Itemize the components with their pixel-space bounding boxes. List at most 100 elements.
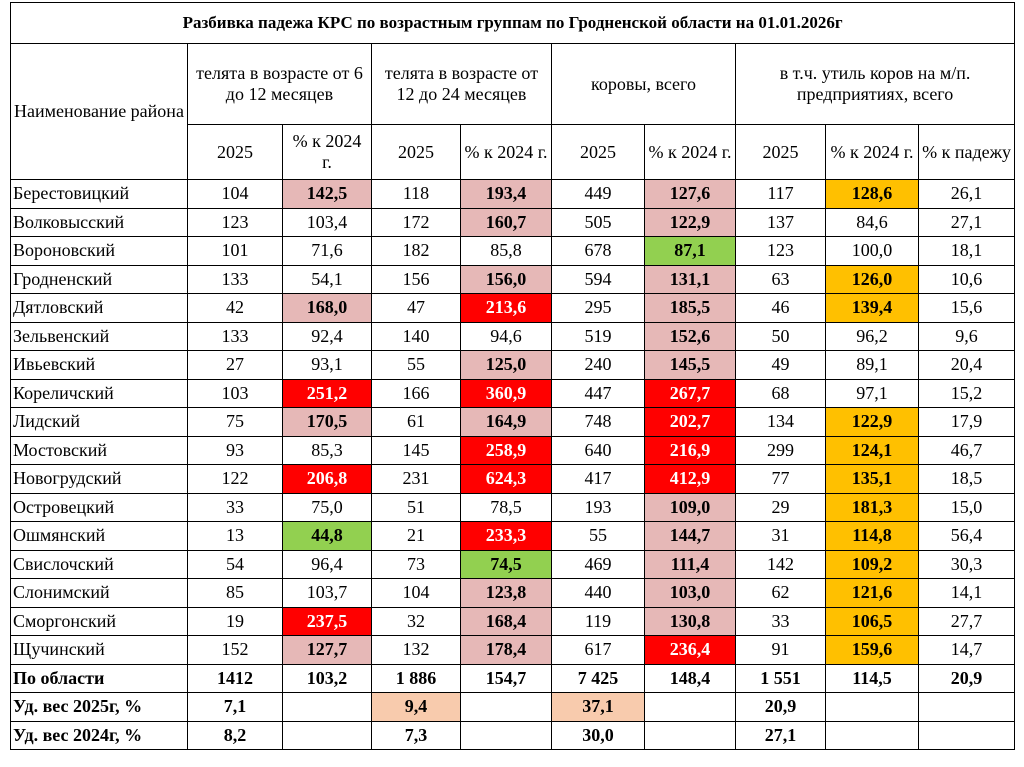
cell: 233,3: [460, 521, 552, 551]
cell: 75: [187, 407, 283, 437]
cell: 30,0: [551, 720, 645, 750]
cell: 17,9: [917, 407, 1016, 437]
cell: 68: [735, 378, 826, 408]
table-row: Островецкий 33 75,0 51 78,5 193 109,0 29 181,3 15…: [10, 492, 1016, 522]
table-row: Дятловский 42 168,0 47 213,6 295 185,5 46 139,4 1…: [10, 293, 1016, 323]
cell: 27,1: [735, 720, 826, 750]
cell: 18,5: [917, 464, 1016, 494]
cell: [460, 692, 552, 722]
district-name: Лидский: [10, 407, 188, 437]
cell: 78,5: [460, 492, 552, 522]
table-row: Лидский 75 170,5 61 164,9 748 202,7 134 122,9 17,…: [10, 407, 1016, 437]
cell: 97,1: [825, 378, 919, 408]
district-name: Уд. вес 2025г, %: [10, 692, 188, 722]
cell: 103,0: [644, 578, 736, 608]
cell: 87,1: [644, 236, 736, 266]
cell: 202,7: [644, 407, 736, 437]
cell: 156: [371, 264, 461, 294]
cell: 122,9: [825, 407, 919, 437]
table-row: Ошмянский 13 44,8 21 233,3 55 144,7 31 114,8 56,4: [10, 521, 1016, 551]
cell: 10,6: [917, 264, 1016, 294]
table-row: Берестовицкий 104 142,5 118 193,4 449 127,6 117…: [10, 179, 1016, 209]
cell: 469: [551, 549, 645, 579]
cell: 49: [735, 350, 826, 380]
cell: 55: [371, 350, 461, 380]
cell: 267,7: [644, 378, 736, 408]
cell: 122: [187, 464, 283, 494]
cell: 26,1: [917, 179, 1016, 209]
cell: 240: [551, 350, 645, 380]
cell: 519: [551, 321, 645, 351]
cell: 109,0: [644, 492, 736, 522]
cell: [917, 692, 1016, 722]
cell: 63: [735, 264, 826, 294]
cell: 85,8: [460, 236, 552, 266]
cell: [282, 720, 372, 750]
cell: 103,7: [282, 578, 372, 608]
district-name: Гродненский: [10, 264, 188, 294]
district-name: Мостовский: [10, 435, 188, 465]
cell: 93: [187, 435, 283, 465]
cell: 14,7: [917, 635, 1016, 665]
cell: 121,6: [825, 578, 919, 608]
cell: 206,8: [282, 464, 372, 494]
cell: 42: [187, 293, 283, 323]
subcolumn-header: 2025: [735, 124, 826, 180]
cell: 30,3: [917, 549, 1016, 579]
cell: 75,0: [282, 492, 372, 522]
cell: 100,0: [825, 236, 919, 266]
cell: 85,3: [282, 435, 372, 465]
cell: 164,9: [460, 407, 552, 437]
cell: 1 886: [371, 663, 461, 693]
cell: 166: [371, 378, 461, 408]
cell: 624,3: [460, 464, 552, 494]
table-row: Ивьевский 27 93,1 55 125,0 240 145,5 49 89,1 20,4: [10, 350, 1016, 380]
cell: 144,7: [644, 521, 736, 551]
cell: 295: [551, 293, 645, 323]
subcolumn-header: 2025: [551, 124, 645, 180]
table-row: Зельвенский 133 92,4 140 94,6 519 152,6 50 96,2 9…: [10, 321, 1016, 351]
district-name: Вороновский: [10, 236, 188, 266]
cell: 123: [187, 207, 283, 237]
table-row: Кореличский 103 251,2 166 360,9 447 267,7 68 97,…: [10, 378, 1016, 408]
district-name: Зельвенский: [10, 321, 188, 351]
cell: 33: [735, 606, 826, 636]
table-row: Свислочский 54 96,4 73 74,5 469 111,4 142 109,2 3…: [10, 549, 1016, 579]
cell: 29: [735, 492, 826, 522]
cell: 56,4: [917, 521, 1016, 551]
cell: 440: [551, 578, 645, 608]
subcolumn-header: % к 2024 г.: [282, 124, 372, 180]
cell: 128,6: [825, 179, 919, 209]
group-header: коровы, всего: [551, 43, 736, 125]
group-header: телята в возрасте от 6 до 12 месяцев: [187, 43, 372, 125]
cell: 55: [551, 521, 645, 551]
subcolumn-header: 2025: [187, 124, 283, 180]
cell: [644, 692, 736, 722]
cell: 156,0: [460, 264, 552, 294]
cell: 106,5: [825, 606, 919, 636]
cell: 449: [551, 179, 645, 209]
cell: 54,1: [282, 264, 372, 294]
district-name: Новогрудский: [10, 464, 188, 494]
cell: 103: [187, 378, 283, 408]
cell: 130,8: [644, 606, 736, 636]
cell: 182: [371, 236, 461, 266]
district-name: Слонимский: [10, 578, 188, 608]
cell: 74,5: [460, 549, 552, 579]
cell: 124,1: [825, 435, 919, 465]
cell: 117: [735, 179, 826, 209]
cell: 96,4: [282, 549, 372, 579]
cell: 15,0: [917, 492, 1016, 522]
cell: 258,9: [460, 435, 552, 465]
cell: 46: [735, 293, 826, 323]
cell: 85: [187, 578, 283, 608]
cell: 594: [551, 264, 645, 294]
cell: 231: [371, 464, 461, 494]
district-name: Островецкий: [10, 492, 188, 522]
cell: [460, 720, 552, 750]
table-row: Волковысский 123 103,4 172 160,7 505 122,9 137 8…: [10, 207, 1016, 237]
district-name: Берестовицкий: [10, 179, 188, 209]
cell: 152: [187, 635, 283, 665]
cell: 7,1: [187, 692, 283, 722]
cell: 9,4: [371, 692, 461, 722]
